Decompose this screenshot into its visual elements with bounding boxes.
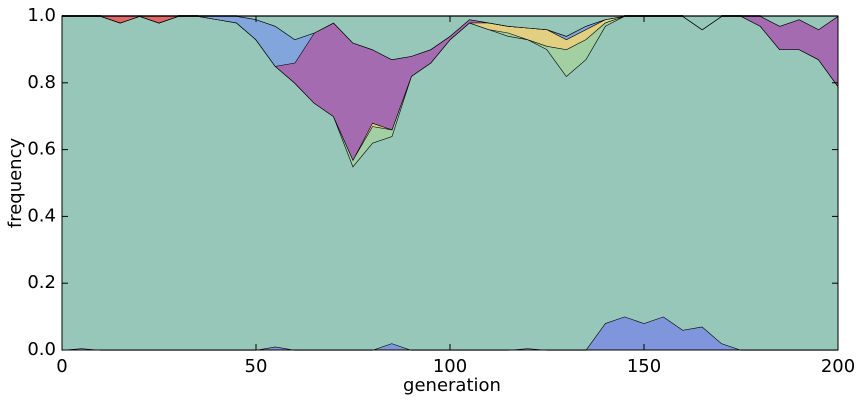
area-fill — [62, 16, 838, 67]
x-tick-label: 0 — [56, 356, 67, 377]
y-tick-label: 0.4 — [27, 205, 56, 226]
area-fill — [62, 16, 838, 350]
x-tick-label: 100 — [433, 356, 467, 377]
area-fill — [62, 16, 838, 60]
y-tick-label: 0.2 — [27, 272, 56, 293]
y-tick-label: 0.6 — [27, 139, 56, 160]
x-axis-label: generation — [403, 375, 501, 396]
x-tick-label: 150 — [627, 356, 661, 377]
x-tick-label: 200 — [821, 356, 855, 377]
y-tick-label: 1.0 — [27, 5, 56, 26]
area-fill — [62, 316, 838, 350]
y-axis-label: frequency — [5, 138, 26, 229]
y-tick-label: 0.8 — [27, 72, 56, 93]
x-tick-label: 50 — [245, 356, 268, 377]
y-tick-label: 0.0 — [27, 339, 56, 360]
